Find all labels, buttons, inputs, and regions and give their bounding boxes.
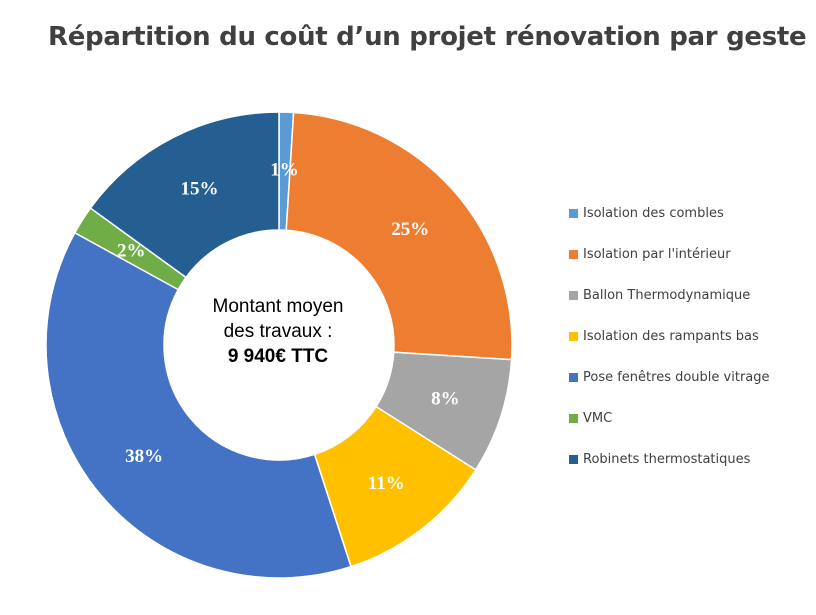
- slice-pose-fenetres-double-vitrage: [45, 231, 352, 579]
- center-label-line1: Montant moyen: [212, 296, 344, 317]
- chart-title: Répartition du coût d’un projet rénovati…: [48, 22, 807, 52]
- slice-label-isolation-par-l-interieur: 25%: [391, 219, 429, 240]
- legend-swatch: [569, 290, 578, 300]
- legend-swatch: [569, 208, 578, 218]
- legend-label: Isolation des rampants bas: [583, 328, 759, 344]
- slice-label-robinets-thermostatiques: 15%: [181, 179, 219, 200]
- legend-item-ballon-thermodynamique: Ballon Thermodynamique: [569, 285, 770, 305]
- legend-item-vmc: VMC: [569, 408, 770, 428]
- slice-label-vmc: 2%: [117, 241, 146, 262]
- slice-robinets-thermostatiques: [89, 111, 280, 279]
- legend-label: Robinets thermostatiques: [583, 451, 751, 467]
- slice-label-isolation-des-combles: 1%: [270, 160, 299, 181]
- donut-slices: [45, 111, 513, 579]
- slice-label-pose-fenetres-double-vitrage: 38%: [125, 446, 163, 467]
- legend-item-pose-fenetres-double-vitrage: Pose fenêtres double vitrage: [569, 367, 770, 387]
- legend-label: Isolation des combles: [583, 205, 724, 221]
- legend-swatch: [569, 331, 578, 341]
- legend-swatch: [569, 454, 578, 464]
- center-label-amount: 9 940€ TTC: [227, 346, 329, 367]
- legend-label: Pose fenêtres double vitrage: [583, 369, 770, 385]
- legend-label: Ballon Thermodynamique: [583, 287, 751, 303]
- legend-swatch: [569, 372, 578, 382]
- legend-label: Isolation par l'intérieur: [583, 246, 731, 262]
- legend-label: VMC: [583, 410, 613, 426]
- center-label-line2: des travaux :: [223, 321, 333, 342]
- slice-labels: 1% 25% 8% 11% 38% 2% 15%: [117, 160, 460, 494]
- legend-item-isolation-des-rampants-bas: Isolation des rampants bas: [569, 326, 770, 346]
- chart-legend: Isolation des combles Isolation par l'int…: [569, 203, 770, 490]
- donut-center-label: Montant moyen des travaux : 9 940€ TTC: [178, 294, 378, 369]
- legend-swatch: [569, 249, 578, 259]
- legend-item-isolation-des-combles: Isolation des combles: [569, 203, 770, 223]
- slice-label-ballon-thermodynamique: 8%: [431, 389, 460, 410]
- legend-swatch: [569, 413, 578, 423]
- legend-item-robinets-thermostatiques: Robinets thermostatiques: [569, 449, 770, 469]
- slice-label-isolation-des-rampants-bas: 11%: [368, 473, 405, 494]
- slice-isolation-par-l-interieur: [285, 111, 513, 361]
- legend-item-isolation-par-l-interieur: Isolation par l'intérieur: [569, 244, 770, 264]
